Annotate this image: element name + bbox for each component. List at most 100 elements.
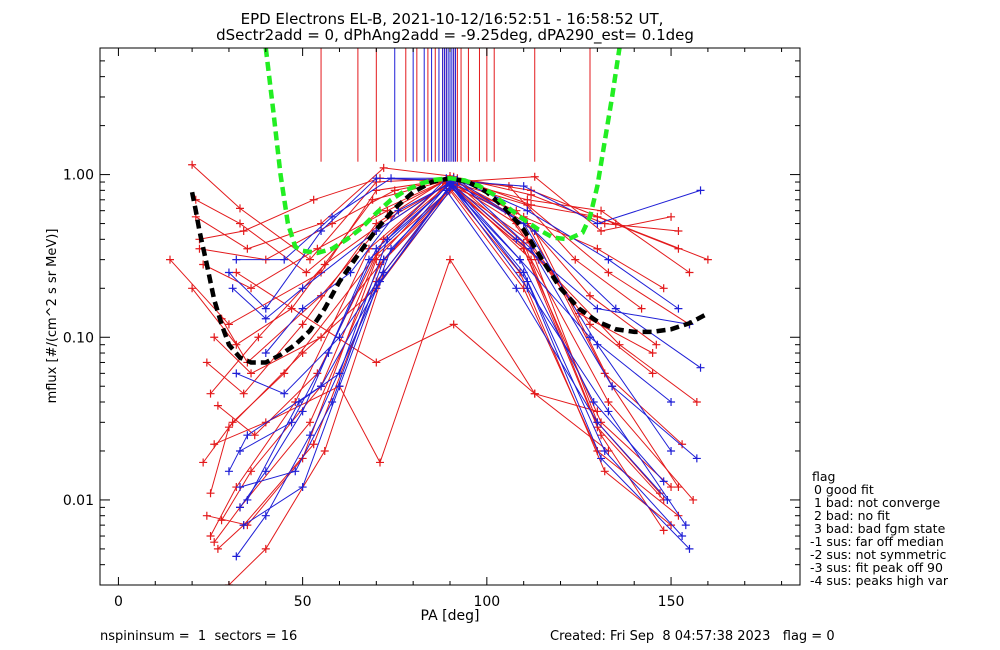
data-point	[206, 489, 215, 498]
data-point	[659, 477, 668, 486]
data-point	[328, 212, 337, 221]
data-point	[593, 244, 602, 253]
data-point	[372, 358, 381, 367]
data-point	[317, 333, 326, 342]
data-point	[309, 195, 318, 204]
data-point	[689, 495, 698, 504]
data-point	[597, 206, 606, 215]
series-line	[239, 181, 665, 488]
series-line	[236, 185, 672, 403]
data-point	[383, 235, 392, 244]
series-line	[239, 183, 687, 526]
data-point	[593, 418, 602, 427]
data-point	[648, 369, 657, 378]
chart-title-line1: EPD Electrons EL-B, 2021-10-12/16:52:51 …	[241, 10, 664, 28]
data-point	[287, 304, 296, 313]
data-point	[615, 340, 624, 349]
data-point	[335, 333, 344, 342]
data-point	[608, 382, 617, 391]
series-line	[213, 183, 665, 543]
x-tick-label: 0	[114, 594, 123, 610]
data-point	[652, 340, 661, 349]
data-point	[206, 532, 215, 541]
data-point	[247, 369, 256, 378]
data-point	[243, 244, 252, 253]
data-point	[604, 407, 613, 416]
data-point	[372, 227, 381, 236]
data-point	[236, 204, 244, 213]
plot-content	[166, 48, 712, 585]
data-point	[376, 458, 384, 467]
data-point	[210, 538, 219, 547]
data-point	[228, 284, 237, 293]
series-line	[202, 179, 690, 325]
series-line	[199, 176, 672, 240]
data-point	[335, 369, 344, 378]
data-point	[166, 255, 174, 264]
data-point	[217, 516, 226, 525]
data-point	[674, 227, 683, 236]
data-point	[224, 268, 233, 277]
data-point	[261, 511, 270, 520]
data-point	[586, 291, 594, 300]
legend-entry: -3 sus: fit peak off 90	[810, 560, 943, 575]
series-line	[217, 187, 672, 550]
data-point	[586, 320, 594, 329]
data-point	[254, 333, 263, 342]
data-point	[232, 552, 241, 561]
series-line	[265, 179, 701, 369]
data-point	[261, 304, 270, 313]
y-tick-label: 0.10	[63, 330, 94, 346]
data-point	[291, 467, 300, 476]
data-point	[372, 244, 381, 253]
data-point	[335, 382, 344, 391]
data-point	[236, 446, 244, 455]
data-point	[593, 304, 602, 313]
data-point	[261, 314, 270, 323]
footer-right: Created: Fri Sep 8 04:57:38 2023 flag = …	[550, 629, 835, 644]
x-tick-label: 100	[473, 594, 500, 610]
legend-entry: -4 sus: peaks high var	[810, 573, 949, 588]
series-line	[239, 182, 683, 537]
data-point	[648, 349, 657, 358]
data-point	[674, 483, 683, 492]
series-line	[195, 176, 679, 274]
data-point	[298, 284, 307, 293]
data-point	[213, 401, 222, 410]
data-point	[224, 423, 233, 432]
data-point	[692, 454, 701, 463]
data-point	[696, 186, 705, 195]
data-point	[372, 174, 381, 183]
data-point	[530, 172, 539, 181]
series-line	[199, 179, 642, 310]
series-line	[228, 177, 701, 310]
data-point	[213, 544, 222, 553]
legend-entry: -2 sus: not symmetric	[810, 547, 946, 562]
data-point	[302, 268, 311, 277]
series-line	[236, 177, 679, 310]
data-point	[449, 320, 458, 329]
data-point	[224, 320, 233, 329]
data-point	[703, 255, 712, 264]
data-point	[519, 182, 528, 191]
data-point	[206, 389, 215, 398]
plot-area	[166, 48, 712, 585]
data-point	[309, 440, 318, 449]
data-point	[604, 397, 613, 406]
data-point	[306, 418, 314, 427]
legend-entry: -1 sus: far off median	[810, 534, 944, 549]
data-point	[306, 255, 314, 264]
data-point	[232, 369, 241, 378]
data-point	[527, 244, 536, 253]
x-tick-label: 50	[294, 594, 312, 610]
data-point	[232, 255, 241, 264]
data-point	[199, 458, 208, 467]
data-point	[280, 369, 289, 378]
data-point	[202, 358, 211, 367]
y-tick-label: 1.00	[63, 168, 94, 184]
data-point	[611, 304, 620, 313]
data-point	[504, 182, 513, 191]
data-point	[232, 268, 241, 277]
data-point	[600, 467, 609, 476]
data-point	[210, 440, 219, 449]
